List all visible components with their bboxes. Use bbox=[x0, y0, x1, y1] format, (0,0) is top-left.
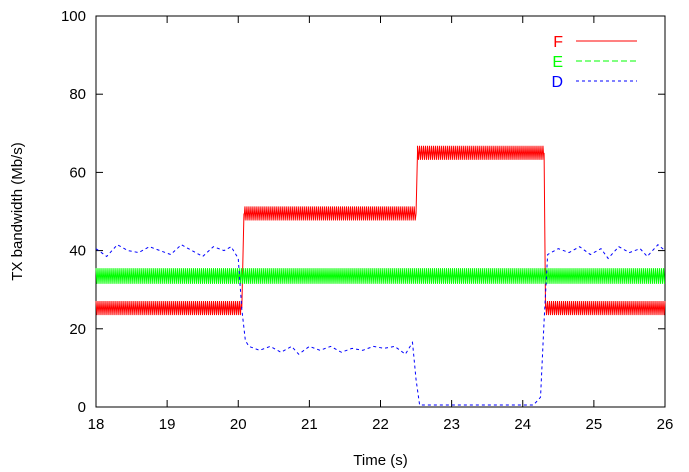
legend-label-D: D bbox=[551, 74, 563, 91]
x-axis-title: Time (s) bbox=[353, 452, 407, 469]
y-tick-label: 100 bbox=[61, 8, 86, 25]
series-D-group bbox=[95, 244, 666, 406]
series-layer bbox=[95, 145, 666, 406]
x-axis-ticks: 18 19 20 21 22 23 24 25 26 bbox=[88, 16, 674, 433]
x-tick-label: 25 bbox=[586, 416, 603, 433]
y-tick-label: 40 bbox=[69, 243, 86, 260]
x-tick-label: 22 bbox=[372, 416, 389, 433]
series-F-group bbox=[95, 145, 666, 316]
y-tick-label: 60 bbox=[69, 164, 86, 181]
x-tick-label: 26 bbox=[657, 416, 674, 433]
series-F-line bbox=[95, 145, 666, 316]
y-tick-label: 0 bbox=[78, 399, 86, 416]
series-D-line bbox=[95, 244, 666, 406]
series-E-line bbox=[95, 268, 666, 284]
y-tick-label: 20 bbox=[69, 321, 86, 338]
x-tick-label: 23 bbox=[443, 416, 460, 433]
x-tick-label: 20 bbox=[230, 416, 247, 433]
y-axis-ticks: 0 20 40 60 80 100 bbox=[61, 8, 665, 416]
x-tick-label: 19 bbox=[159, 416, 176, 433]
legend-label-E: E bbox=[552, 54, 563, 71]
x-tick-label: 18 bbox=[88, 416, 105, 433]
series-E-group bbox=[95, 268, 666, 284]
y-axis-title: TX bandwidth (Mb/s) bbox=[9, 142, 26, 280]
legend-label-F: F bbox=[553, 34, 563, 51]
legend: FED bbox=[551, 34, 637, 91]
y-tick-label: 80 bbox=[69, 86, 86, 103]
x-tick-label: 24 bbox=[514, 416, 531, 433]
x-tick-label: 21 bbox=[301, 416, 318, 433]
